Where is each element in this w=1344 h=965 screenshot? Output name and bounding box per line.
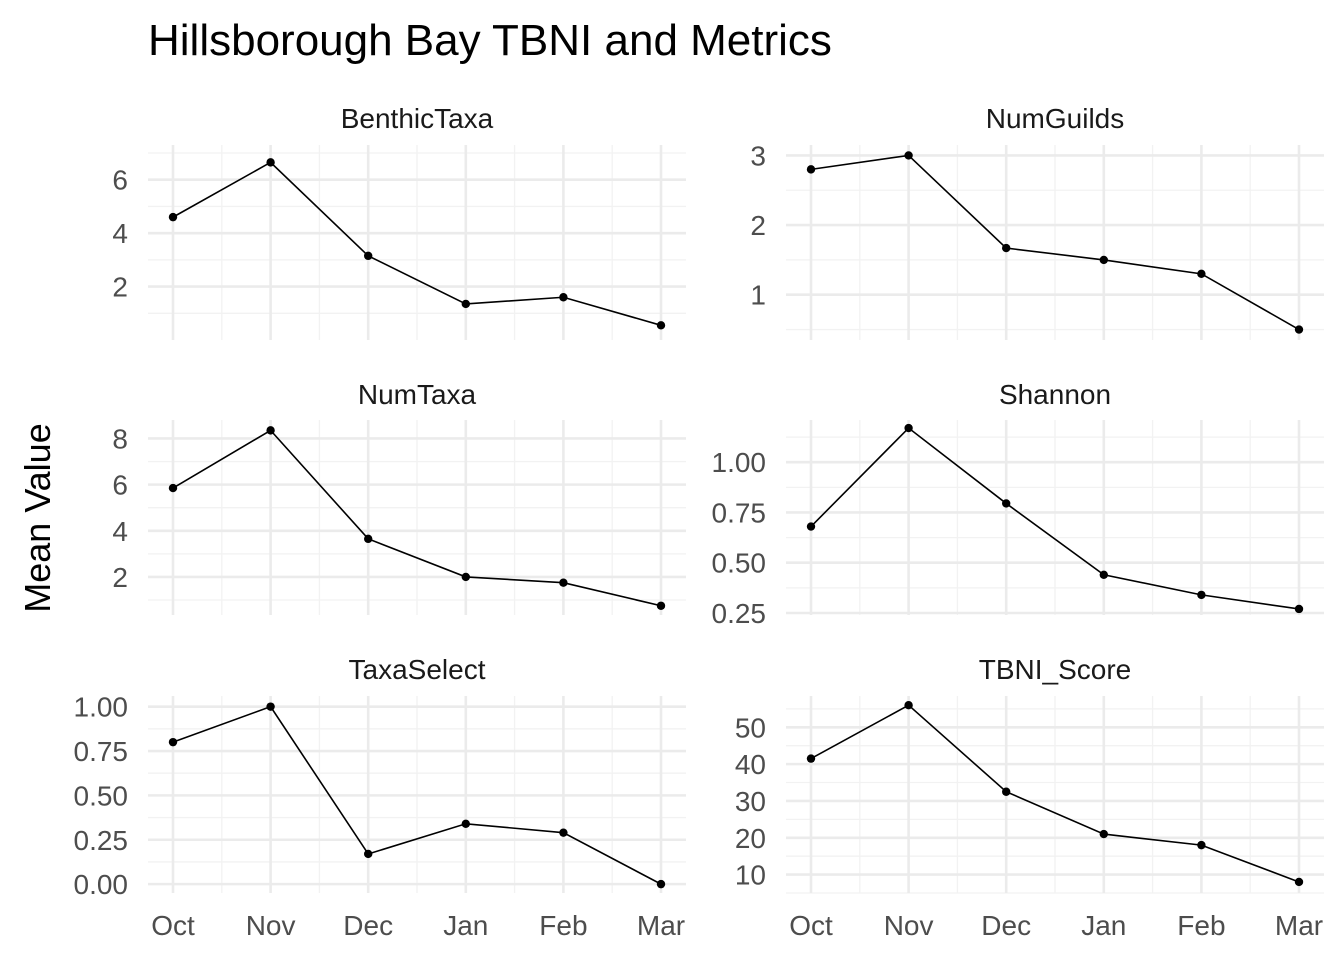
series-line [172,705,662,885]
data-point [904,423,913,433]
y-tick-label: 1.00 [712,447,767,478]
x-tick-label: Jan [443,910,488,941]
data-point [168,737,178,747]
data-point [364,849,373,859]
x-tick-label: Nov [884,910,934,941]
panel-title: NumTaxa [358,379,477,410]
y-tick-label: 30 [735,786,766,817]
y-tick-label: 50 [735,712,766,743]
x-tick-label: Dec [981,910,1031,941]
panel-title: Shannon [999,379,1111,410]
panel-title: BenthicTaxa [341,103,494,134]
series-line [172,161,662,327]
data-point [266,426,275,435]
x-tick-label: Jan [1081,910,1126,941]
y-tick-label: 4 [112,516,128,547]
x-tick-label: Oct [151,910,195,941]
series-line [810,426,1300,610]
data-point [904,701,913,710]
data-point [904,151,913,160]
panel-TBNI_Score: 10 20 30 40 50 TBNI_Score Oct Nov Dec Jan Feb Mar [735,654,1324,941]
y-tick-label: 6 [112,470,128,501]
y-tick-label: 0.00 [74,869,129,900]
data-point [461,299,470,309]
y-tick-label: 2 [112,562,128,593]
y-tick-label: 0.50 [74,780,129,811]
y-tick-label: 3 [750,140,766,171]
data-point [1294,877,1304,887]
data-point [559,828,568,837]
panel-title: TBNI_Score [979,654,1132,685]
x-tick-label: Feb [539,910,587,941]
panel-title: TaxaSelect [349,654,486,685]
data-point [559,578,568,587]
data-point [1294,604,1304,614]
data-point [266,702,275,711]
data-point [559,293,568,302]
y-tick-label: 1.00 [74,692,129,723]
data-point [806,754,816,763]
data-point [1099,829,1109,839]
y-tick-label: 8 [112,423,128,454]
data-point [364,251,373,261]
data-point [656,879,666,889]
data-point [656,601,666,610]
x-tick-label: Feb [1177,910,1225,941]
data-point [266,158,275,167]
y-tick-label: 2 [112,272,128,303]
y-tick-label: 1 [750,280,766,311]
data-point [1002,499,1011,508]
x-tick-label: Nov [246,910,296,941]
y-tick-label: 0.25 [712,598,767,629]
data-point [1197,590,1206,600]
y-tick-label: 0.25 [74,825,129,856]
y-tick-label: 4 [112,218,128,249]
x-tick-label: Dec [343,910,393,941]
y-tick-label: 6 [112,165,128,196]
panel-NumGuilds: 1 2 3 NumGuilds [750,103,1324,340]
panel-Shannon: 0.25 0.50 0.75 1.00 Shannon [712,379,1324,629]
data-point [168,212,178,222]
y-tick-label: 0.50 [712,548,767,579]
data-point [461,819,470,828]
data-point [656,321,666,330]
panel-NumTaxa: 2 4 6 8 NumTaxa [112,379,686,615]
y-tick-label: 0.75 [712,497,767,528]
y-tick-label: 40 [735,749,766,780]
data-point [168,483,178,493]
data-point [364,534,373,544]
data-point [1197,840,1206,850]
data-point [1002,243,1011,253]
x-tick-label: Mar [1275,910,1323,941]
x-tick-label: Oct [789,910,833,941]
data-point [1002,787,1011,796]
series-line [810,154,1300,331]
panel-BenthicTaxa: 2 4 6 BenthicTaxa [112,103,686,340]
y-tick-label: 2 [750,210,766,241]
data-point [1099,570,1109,579]
y-tick-label: 20 [735,823,766,854]
series-line [810,704,1300,883]
data-point [806,165,816,174]
x-tick-label: Mar [637,910,685,941]
y-tick-label: 0.75 [74,736,129,767]
data-point [1099,255,1109,265]
data-point [461,572,470,582]
data-point [1197,269,1206,279]
data-point [1294,325,1304,334]
chart-title: Hillsborough Bay TBNI and Metrics [148,16,832,65]
data-point [806,522,816,531]
panel-title: NumGuilds [986,103,1124,134]
panel-TaxaSelect: 0.00 0.25 0.50 0.75 1.00 TaxaSelect Oct Nov Dec J… [74,654,686,941]
y-tick-label: 10 [735,860,766,891]
y-axis-label: Mean Value [17,423,58,612]
series-line [172,429,662,607]
